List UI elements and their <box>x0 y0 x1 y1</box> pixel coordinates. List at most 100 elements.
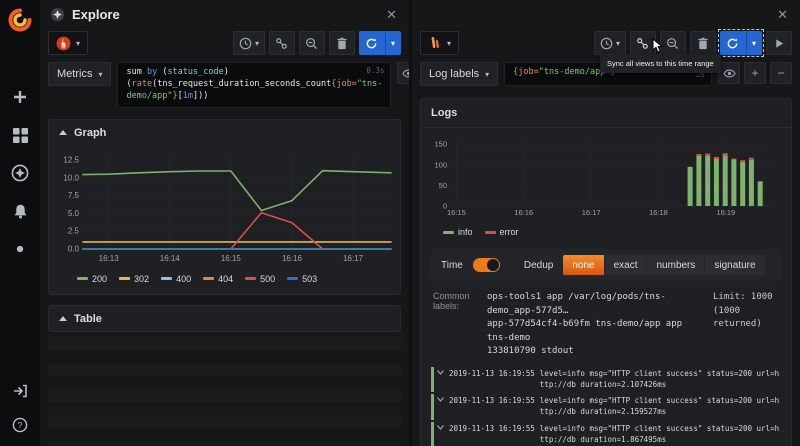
dedup-option-signature[interactable]: signature <box>705 255 764 275</box>
common-labels-line: 133810790 stdout <box>487 345 705 359</box>
svg-text:16:17: 16:17 <box>582 208 601 217</box>
logs-legend: info error <box>429 223 783 243</box>
refresh-button[interactable] <box>720 31 746 55</box>
clear-all-trash-button[interactable] <box>329 31 355 55</box>
right-query-buttons: + − <box>718 62 792 84</box>
legend-item-302[interactable]: 302 <box>119 274 149 284</box>
close-right-pane-icon[interactable]: ✕ <box>777 8 788 21</box>
disable-query-eye-button[interactable] <box>718 62 740 84</box>
disable-query-eye-button[interactable] <box>397 62 412 84</box>
remove-query-button[interactable]: − <box>770 62 792 84</box>
live-tail-play-button[interactable] <box>766 31 792 55</box>
svg-text:16:14: 16:14 <box>160 254 181 263</box>
legend-swatch <box>119 277 130 280</box>
legend-swatch <box>287 277 298 280</box>
chevron-down-icon <box>437 425 444 430</box>
chevron-down-icon: ▾ <box>391 39 395 48</box>
promql-query-editor[interactable]: sum by (status_code)(rate(tns_request_du… <box>117 62 391 108</box>
legend-item-400[interactable]: 400 <box>161 274 191 284</box>
toggle-knob <box>487 259 499 271</box>
dedup-button-group: noneexactnumberssignature <box>563 255 764 275</box>
refresh-interval-caret[interactable]: ▾ <box>746 31 762 55</box>
svg-text:16:16: 16:16 <box>282 254 303 263</box>
logs-controls: Time Dedup noneexactnumberssignature <box>431 249 781 281</box>
chevron-down-icon: ▾ <box>76 39 80 48</box>
log-row[interactable]: 2019-11-13 16:19:55level=info msg="HTTP … <box>431 422 781 446</box>
log-labels-selector-label: Log labels <box>429 68 479 80</box>
dedup-option-exact[interactable]: exact <box>605 255 647 275</box>
chevron-down-icon <box>437 370 444 375</box>
chevron-down-icon: ▾ <box>752 39 756 48</box>
empty-table-rows <box>48 337 401 445</box>
sync-timeranges-button[interactable] <box>269 31 295 55</box>
legend-label: 302 <box>134 274 149 284</box>
run-query-split-button: ▾ <box>359 31 401 55</box>
legend-item-info[interactable]: info <box>443 227 473 237</box>
legend-swatch <box>485 231 496 234</box>
dedup-option-none[interactable]: none <box>563 255 603 275</box>
common-labels-line: ops-tools1 app /var/log/pods/tns-demo_ap… <box>487 291 705 318</box>
log-row[interactable]: 2019-11-13 16:19:55level=info msg="HTTP … <box>431 394 781 420</box>
svg-text:12.5: 12.5 <box>63 155 79 164</box>
svg-text:50: 50 <box>439 181 447 190</box>
alerting-bell-icon[interactable] <box>9 200 31 222</box>
time-toggle[interactable] <box>473 258 500 272</box>
close-left-pane-icon[interactable]: ✕ <box>386 8 397 21</box>
svg-text:100: 100 <box>434 160 447 169</box>
log-row[interactable]: 2019-11-13 16:19:55level=info msg="HTTP … <box>431 367 781 393</box>
sync-timeranges-button[interactable] <box>630 31 656 55</box>
left-toolbar: ▾ ▾ <box>40 28 409 58</box>
log-labels-selector-button[interactable]: Log labels ▾ <box>420 62 498 86</box>
time-picker-button[interactable]: ▾ <box>233 31 265 55</box>
chevron-down-icon: ▾ <box>255 39 259 48</box>
legend-label: 400 <box>176 274 191 284</box>
explore-compass-icon[interactable] <box>9 162 31 184</box>
graph-panel-header[interactable]: Graph <box>49 120 400 145</box>
common-labels-label: Common labels: <box>433 291 479 359</box>
logs-panel-title: Logs <box>421 99 791 128</box>
svg-text:2.5: 2.5 <box>68 226 80 235</box>
log-volume-chart[interactable]: 16:1516:1616:1716:1816:19050100150 <box>429 134 781 218</box>
timeseries-chart[interactable]: 16:1316:1416:1516:1616:170.02.55.07.510.… <box>55 147 399 265</box>
legend-item-200[interactable]: 200 <box>77 274 107 284</box>
explore-pane-left: Explore ✕ ▾ ▾ <box>40 0 412 446</box>
svg-text:16:17: 16:17 <box>343 254 364 263</box>
log-timestamp: 2019-11-13 16:19:55 <box>449 423 535 434</box>
left-query-buttons: + − <box>397 62 412 84</box>
legend-item-error[interactable]: error <box>485 227 519 237</box>
chevron-down-icon: ▾ <box>485 70 489 79</box>
add-icon[interactable] <box>9 86 31 108</box>
grafana-logo[interactable] <box>0 0 40 40</box>
sign-in-icon[interactable] <box>9 380 31 402</box>
left-query-row: Metrics ▾ sum by (status_code)(rate(tns_… <box>40 58 409 114</box>
datasource-picker-prometheus[interactable]: ▾ <box>48 31 88 55</box>
legend-swatch <box>443 231 454 234</box>
legend-label: error <box>500 227 519 237</box>
settings-gear-icon[interactable] <box>9 238 31 260</box>
dedup-option-numbers[interactable]: numbers <box>647 255 704 275</box>
add-query-button[interactable]: + <box>744 62 766 84</box>
graph-panel: Graph 16:1316:1416:1516:1616:170.02.55.0… <box>48 119 401 295</box>
zoom-out-button[interactable] <box>660 31 686 55</box>
run-query-split-button: ▾ <box>720 31 762 55</box>
clear-all-trash-button[interactable] <box>690 31 716 55</box>
right-toolbar-actions: ▾ <box>594 31 792 55</box>
refresh-button[interactable] <box>359 31 385 55</box>
legend-item-500[interactable]: 500 <box>245 274 275 284</box>
help-icon[interactable]: ? <box>9 414 31 436</box>
time-picker-button[interactable]: ▾ <box>594 31 626 55</box>
dashboards-icon[interactable] <box>9 124 31 146</box>
table-panel-header[interactable]: Table <box>49 306 400 331</box>
legend-item-404[interactable]: 404 <box>203 274 233 284</box>
collapse-icon <box>59 130 67 135</box>
svg-text:150: 150 <box>434 140 447 149</box>
metrics-selector-button[interactable]: Metrics ▾ <box>48 62 111 86</box>
refresh-interval-caret[interactable]: ▾ <box>385 31 401 55</box>
legend-item-503[interactable]: 503 <box>287 274 317 284</box>
chevron-down-icon: ▾ <box>447 39 451 48</box>
zoom-out-button[interactable] <box>299 31 325 55</box>
svg-text:16:15: 16:15 <box>447 208 466 217</box>
datasource-picker-loki[interactable]: ▾ <box>420 31 459 55</box>
grafana-explore-app: ? Explore ✕ <box>0 0 800 446</box>
log-timestamp: 2019-11-13 16:19:55 <box>449 395 535 406</box>
